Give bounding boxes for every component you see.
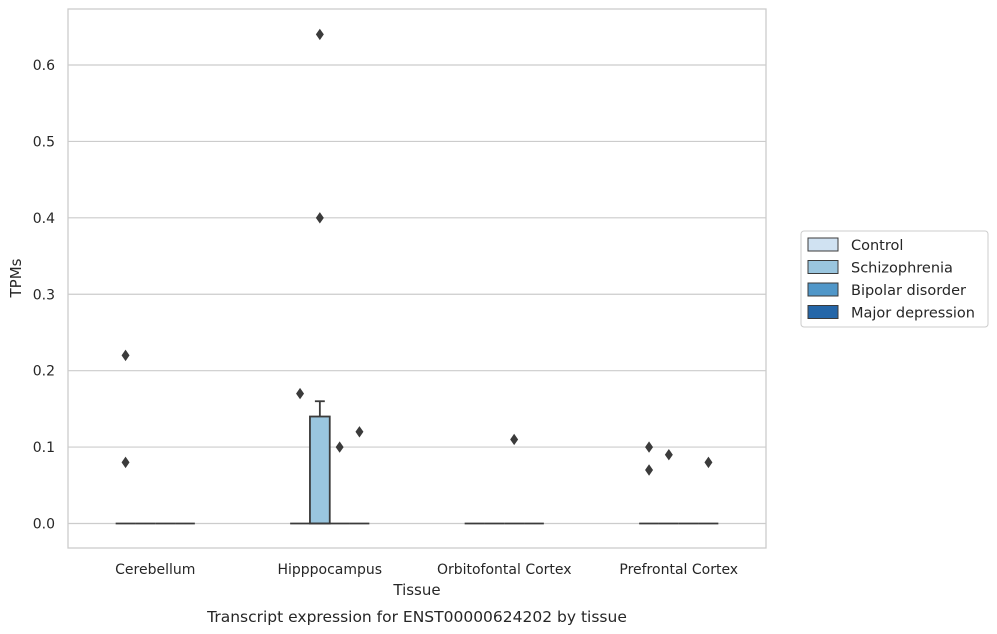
- box-0-0: [115, 349, 136, 525]
- legend: Control Schizophrenia Bipolar disorder Majo…: [800, 230, 989, 328]
- chart-caption: Transcript expression for ENST0000062420…: [206, 608, 627, 626]
- box-series-group: [115, 28, 719, 525]
- box-1-3: [349, 426, 370, 525]
- y-axis-title: TPMs: [7, 258, 25, 298]
- y-tick-label: 0.0: [33, 517, 55, 533]
- legend-frame: [800, 230, 989, 328]
- y-tick-label: 0.5: [33, 134, 55, 150]
- outlier-point: [355, 426, 364, 438]
- x-axis-title: Tissue: [392, 581, 440, 599]
- outlier-point: [335, 441, 344, 453]
- y-tick-label: 0.1: [33, 440, 55, 456]
- x-tick-label: Orbitofontal Cortex: [437, 562, 572, 578]
- y-tick-label: 0.4: [33, 211, 55, 227]
- legend-label: Bipolar disorder: [851, 283, 966, 299]
- y-tick-label: 0.6: [33, 58, 55, 74]
- legend-label: Major depression: [851, 306, 975, 322]
- legend-swatch: [807, 237, 839, 252]
- x-tick-labels: Cerebellum Hipppocampus Orbitofontal Corte…: [115, 562, 738, 578]
- outlier-point: [664, 449, 673, 461]
- x-tick-label: Prefrontal Cortex: [619, 562, 738, 578]
- outlier-point: [121, 349, 130, 362]
- outlier-point: [645, 464, 654, 476]
- box-3-0: [639, 441, 659, 525]
- box-2-2: [504, 433, 525, 525]
- legend-swatch: [807, 282, 839, 297]
- legend-swatch: [807, 305, 839, 319]
- box-3-3: [698, 456, 719, 525]
- outlier-point: [315, 212, 324, 224]
- y-tick-label: 0.2: [33, 364, 55, 380]
- outlier-point: [510, 433, 519, 446]
- box-body: [309, 415, 331, 525]
- plot-area-frame: [67, 8, 767, 549]
- outlier-point: [121, 456, 130, 469]
- legend-label: Schizophrenia: [851, 261, 953, 277]
- box-1-0: [290, 387, 310, 525]
- y-tick-label: 0.3: [33, 287, 55, 303]
- y-tick-labels: 0.0 0.1 0.2 0.3 0.4 0.5 0.6: [33, 58, 55, 533]
- legend-swatch: [807, 260, 839, 274]
- outlier-point: [645, 441, 654, 453]
- outlier-point: [315, 28, 324, 41]
- legend-label: Control: [851, 238, 903, 254]
- outlier-point: [704, 456, 713, 469]
- x-tick-label: Cerebellum: [115, 562, 195, 578]
- box-1-2: [329, 441, 350, 525]
- x-tick-label: Hipppocampus: [277, 562, 382, 578]
- box-1-1: [309, 28, 331, 525]
- box-3-1: [658, 449, 679, 525]
- outlier-point: [296, 387, 305, 400]
